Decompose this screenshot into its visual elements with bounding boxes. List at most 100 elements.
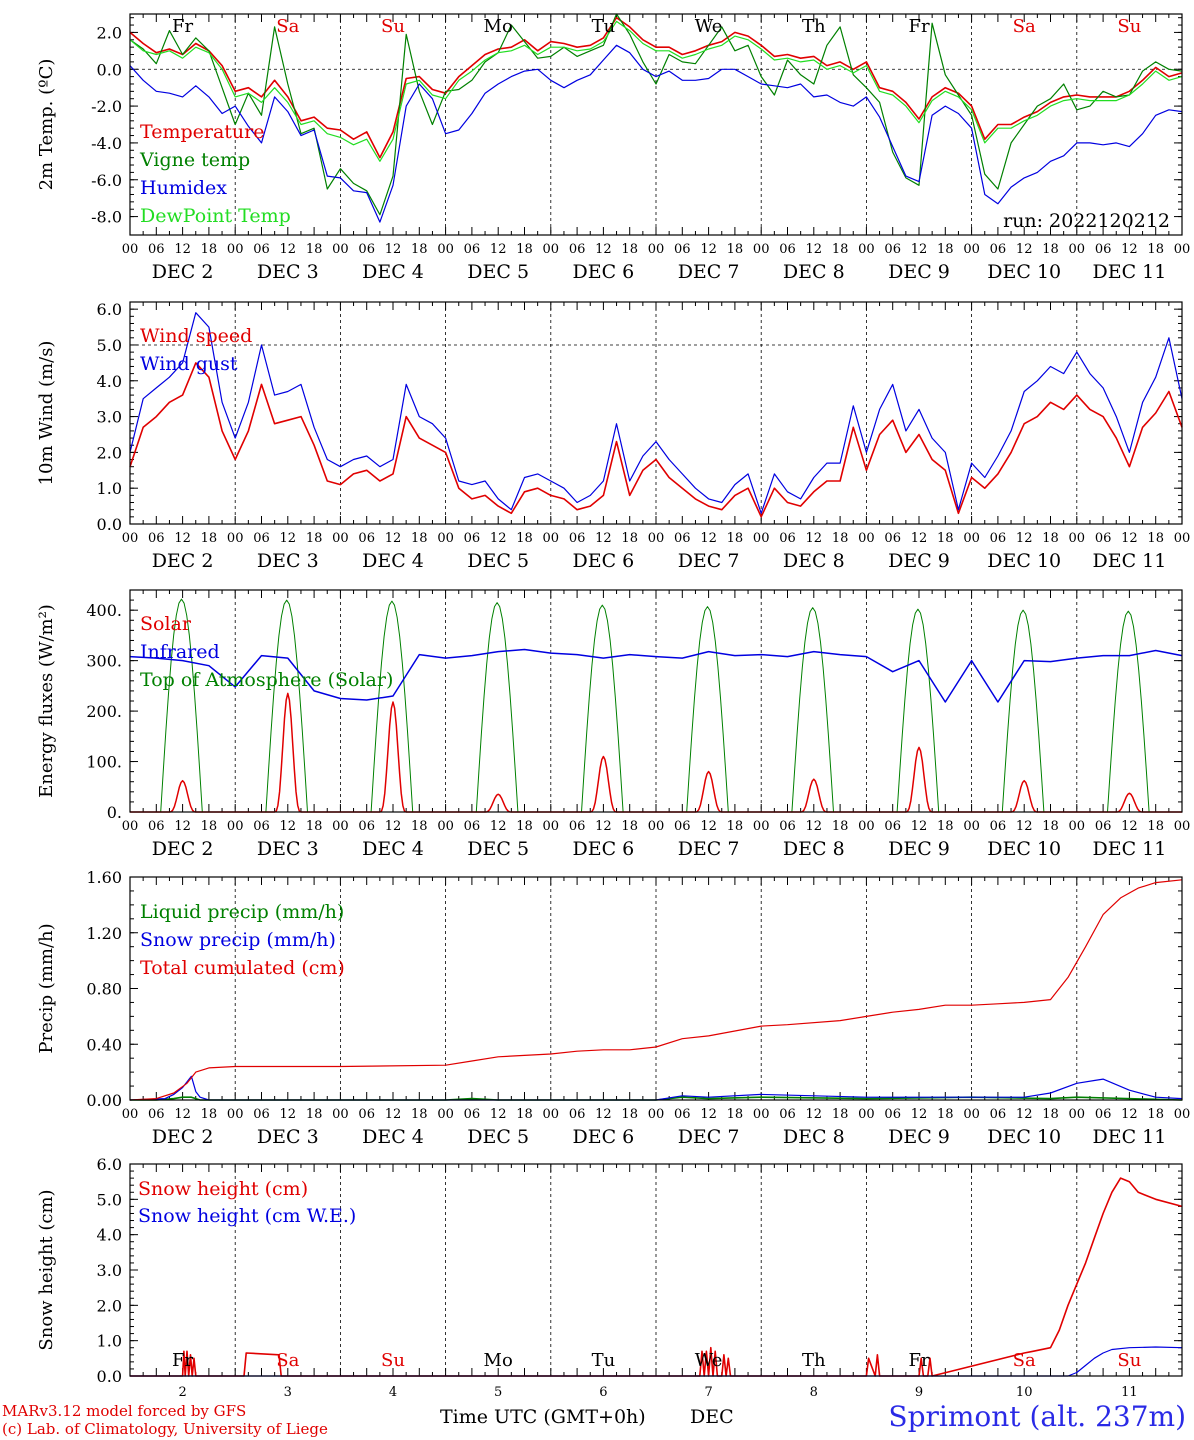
x-hour-label: 18 bbox=[1147, 242, 1164, 257]
x-hour-label: 12 bbox=[806, 531, 823, 546]
weekday-label: Fr bbox=[908, 16, 929, 37]
x-hour-label: 12 bbox=[174, 1107, 191, 1122]
x-hour-label: 00 bbox=[122, 1107, 139, 1122]
weekday-label: Su bbox=[1117, 16, 1141, 37]
x-hour-label: 06 bbox=[464, 531, 481, 546]
x-date-label: DEC 5 bbox=[467, 261, 529, 283]
x-hour-label: 18 bbox=[1147, 1107, 1164, 1122]
x-hour-label: 12 bbox=[490, 242, 507, 257]
series-line bbox=[129, 312, 1183, 514]
x-hour-label: 18 bbox=[727, 531, 744, 546]
y-tick-label: 0. bbox=[107, 803, 122, 822]
weekday-label: Sa bbox=[276, 1350, 299, 1371]
x-hour-label: 00 bbox=[858, 819, 875, 834]
x-day-number: 10 bbox=[1016, 1385, 1033, 1400]
x-hour-label: 12 bbox=[1121, 242, 1138, 257]
y-axis-label: Energy fluxes (W/m²) bbox=[36, 604, 57, 798]
x-hour-label: 18 bbox=[1042, 1107, 1059, 1122]
x-hour-label: 00 bbox=[1069, 242, 1086, 257]
x-date-label: DEC 4 bbox=[362, 838, 424, 860]
legend-entry: DewPoint Temp bbox=[140, 205, 291, 227]
x-hour-label: 06 bbox=[253, 242, 270, 257]
x-hour-label: 12 bbox=[595, 531, 612, 546]
panel-frame bbox=[129, 301, 1183, 525]
x-date-label: DEC 8 bbox=[783, 261, 845, 283]
x-hour-label: 00 bbox=[227, 531, 244, 546]
x-hour-label: 12 bbox=[385, 531, 402, 546]
legend-entry: Wind gust bbox=[140, 353, 238, 375]
x-hour-label: 18 bbox=[621, 1107, 638, 1122]
infrared-line bbox=[129, 648, 1183, 703]
x-date-label: DEC 5 bbox=[467, 1126, 529, 1148]
weekday-label: Th bbox=[802, 1350, 826, 1371]
x-hour-label: 06 bbox=[148, 1107, 165, 1122]
x-hour-label: 06 bbox=[990, 242, 1007, 257]
x-hour-label: 06 bbox=[674, 531, 691, 546]
x-hour-label: 06 bbox=[253, 819, 270, 834]
x-hour-label: 12 bbox=[1016, 819, 1033, 834]
y-tick-label: 0.0 bbox=[97, 515, 122, 534]
x-hour-label: 12 bbox=[700, 1107, 717, 1122]
legend-entry: Temperature bbox=[140, 121, 264, 143]
x-hour-label: 00 bbox=[122, 531, 139, 546]
x-hour-label: 12 bbox=[1016, 531, 1033, 546]
x-date-label: DEC 11 bbox=[1092, 1126, 1166, 1148]
series-line bbox=[129, 879, 1183, 1101]
x-hour-label: 12 bbox=[174, 819, 191, 834]
x-hour-label: 06 bbox=[358, 819, 375, 834]
x-hour-label: 12 bbox=[174, 531, 191, 546]
x-hour-label: 06 bbox=[1095, 819, 1112, 834]
x-hour-label: 00 bbox=[543, 242, 560, 257]
y-tick-label: -6.0 bbox=[91, 171, 122, 190]
legend-entry: Solar bbox=[140, 613, 192, 635]
x-hour-label: 06 bbox=[253, 1107, 270, 1122]
x-date-label: DEC 3 bbox=[257, 261, 319, 283]
x-date-label: DEC 7 bbox=[678, 1126, 740, 1148]
y-axis-label: 10m Wind (m/s) bbox=[36, 341, 57, 486]
x-hour-label: 00 bbox=[227, 242, 244, 257]
credit-line-1: MARv3.12 model forced by GFS bbox=[2, 1402, 247, 1420]
x-hour-label: 06 bbox=[1095, 242, 1112, 257]
y-tick-label: 5.0 bbox=[97, 336, 122, 355]
x-hour-label: 06 bbox=[1095, 1107, 1112, 1122]
x-hour-label: 06 bbox=[464, 1107, 481, 1122]
x-date-label: DEC 11 bbox=[1092, 550, 1166, 572]
x-hour-label: 06 bbox=[148, 242, 165, 257]
x-hour-label: 12 bbox=[490, 1107, 507, 1122]
x-hour-label: 00 bbox=[437, 531, 454, 546]
x-hour-label: 18 bbox=[1147, 819, 1164, 834]
x-day-number: 2 bbox=[178, 1385, 186, 1400]
x-hour-label: 00 bbox=[648, 1107, 665, 1122]
x-day-number: 3 bbox=[284, 1385, 292, 1400]
y-tick-label: 4.0 bbox=[97, 1226, 122, 1245]
x-hour-label: 12 bbox=[1121, 819, 1138, 834]
x-hour-label: 06 bbox=[358, 531, 375, 546]
weekday-label: Su bbox=[1117, 1350, 1141, 1371]
x-hour-label: 06 bbox=[358, 1107, 375, 1122]
x-hour-label: 06 bbox=[464, 242, 481, 257]
x-hour-label: 06 bbox=[990, 819, 1007, 834]
legend-entry: Humidex bbox=[140, 177, 227, 199]
weekday-label: Su bbox=[381, 16, 405, 37]
credit-line-2: (c) Lab. of Climatology, University of L… bbox=[2, 1420, 328, 1438]
x-hour-label: 12 bbox=[280, 242, 297, 257]
x-hour-label: 12 bbox=[595, 1107, 612, 1122]
x-date-label: DEC 5 bbox=[467, 838, 529, 860]
y-tick-label: 2.0 bbox=[97, 23, 122, 42]
x-day-number: 7 bbox=[704, 1385, 712, 1400]
x-date-label: DEC 8 bbox=[783, 838, 845, 860]
x-day-number: 11 bbox=[1121, 1385, 1138, 1400]
series-line bbox=[129, 44, 1183, 223]
x-hour-label: 18 bbox=[516, 1107, 533, 1122]
y-tick-label: 3.0 bbox=[97, 1261, 122, 1280]
x-hour-label: 00 bbox=[963, 531, 980, 546]
y-tick-label: -8.0 bbox=[91, 208, 122, 227]
x-date-label: DEC 7 bbox=[678, 261, 740, 283]
x-hour-label: 12 bbox=[385, 819, 402, 834]
x-hour-label: 00 bbox=[543, 531, 560, 546]
x-hour-label: 06 bbox=[1095, 531, 1112, 546]
weekday-label: Sa bbox=[276, 16, 299, 37]
x-date-label: DEC 10 bbox=[987, 838, 1061, 860]
weekday-label: Tu bbox=[592, 16, 616, 37]
weekday-label: Mo bbox=[484, 16, 513, 37]
